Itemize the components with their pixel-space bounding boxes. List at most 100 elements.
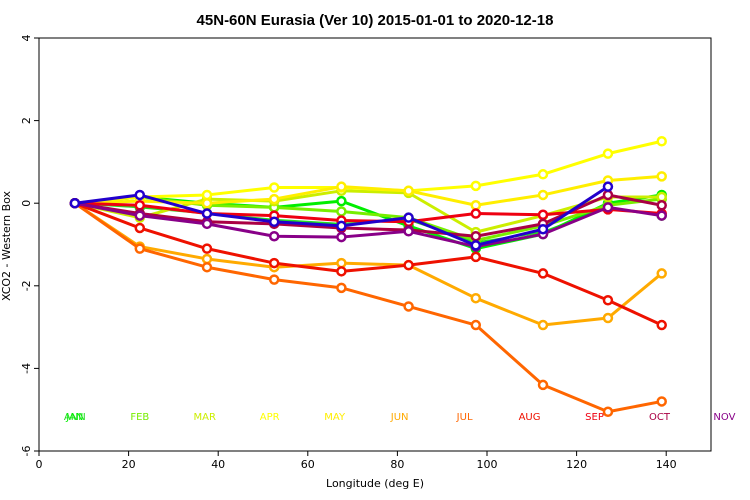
x-tick-label: 20: [122, 458, 136, 471]
series-line: [74, 201, 662, 249]
x-tick-label: 40: [211, 458, 225, 471]
data-point: [336, 181, 347, 192]
month-label-jul: JUL: [456, 412, 473, 423]
month-label-mar: MAR: [194, 412, 216, 423]
data-point: [537, 223, 549, 235]
data-point: [134, 200, 146, 211]
month-label-apr: APR: [260, 412, 280, 423]
month-label-aug: AUG: [519, 412, 541, 423]
series-jul: [69, 197, 667, 418]
data-point: [336, 266, 347, 277]
month-label-ann: ANN: [64, 412, 86, 423]
data-point: [201, 253, 213, 265]
data-point: [470, 208, 482, 219]
data-point: [336, 282, 347, 294]
data-point: [336, 195, 347, 207]
series-group: [69, 136, 667, 418]
data-point: [602, 181, 614, 192]
data-point: [403, 259, 414, 271]
data-point: [268, 230, 280, 242]
series-apr: [69, 136, 667, 209]
data-point: [656, 171, 667, 182]
data-point: [201, 189, 213, 201]
month-label-jan: JAN: [65, 412, 83, 423]
data-point: [602, 202, 614, 213]
data-point: [268, 182, 280, 193]
data-point: [336, 231, 347, 243]
plot-area: [38, 37, 712, 452]
data-point: [268, 216, 280, 228]
data-point: [403, 212, 414, 223]
series-line: [74, 174, 662, 207]
month-label-oct: OCT: [649, 412, 671, 423]
data-point: [470, 200, 482, 211]
y-tick-label: -2: [20, 280, 33, 291]
data-point: [470, 180, 482, 192]
data-point: [201, 218, 213, 230]
x-tick-label: 100: [477, 458, 498, 471]
series-line: [74, 139, 663, 205]
month-label-feb: FEB: [130, 412, 149, 423]
series-line: [73, 201, 663, 414]
month-label-may: MAY: [324, 412, 346, 423]
data-point: [336, 206, 347, 217]
data-point: [656, 191, 667, 203]
data-point: [470, 240, 482, 251]
data-point: [134, 243, 146, 254]
data-point: [537, 268, 549, 279]
data-point: [602, 406, 614, 418]
data-point: [201, 197, 213, 209]
data-point: [537, 189, 549, 201]
month-label-sep: SEP: [585, 412, 604, 423]
month-labels: ANNJANFEBMARAPRMAYJUNJULAUGSEPOCTNOVDEC: [64, 412, 736, 423]
data-point: [134, 189, 146, 201]
data-point: [69, 197, 81, 209]
x-tick-label: 0: [36, 458, 43, 471]
x-tick-label: 80: [390, 458, 404, 471]
x-tick-label: 140: [656, 458, 677, 471]
data-point: [201, 208, 213, 219]
data-point: [470, 292, 482, 304]
month-label-nov: NOV: [713, 412, 735, 423]
data-point: [537, 319, 549, 331]
data-point: [470, 319, 482, 331]
data-point: [537, 169, 549, 180]
series-line: [74, 201, 663, 327]
data-point: [201, 243, 213, 254]
data-point: [134, 210, 146, 221]
y-tick-label: -6: [20, 446, 33, 457]
data-point: [336, 257, 347, 269]
data-point: [336, 220, 347, 232]
data-point: [403, 185, 414, 197]
data-point: [537, 379, 549, 391]
data-point: [656, 200, 667, 211]
data-point: [537, 209, 549, 221]
data-point: [602, 189, 614, 201]
data-point: [268, 257, 280, 269]
data-point: [268, 193, 280, 205]
axis-ticks: 0 20 40 60 80 100 120 140 -6 -4 -2 0 2 4: [20, 35, 677, 472]
y-tick-label: 4: [20, 35, 33, 42]
data-point: [656, 210, 667, 221]
data-point: [470, 251, 482, 263]
data-point: [201, 261, 213, 273]
data-point: [602, 295, 614, 306]
month-label-jun: JUN: [390, 412, 409, 423]
data-point: [656, 136, 667, 147]
data-point: [656, 319, 667, 331]
x-tick-label: 120: [566, 458, 587, 471]
series-dec: [69, 181, 614, 251]
data-point: [134, 222, 146, 234]
data-point: [656, 396, 667, 407]
data-point: [470, 230, 482, 242]
data-point: [602, 148, 614, 159]
y-tick-label: 2: [20, 117, 33, 124]
x-tick-label: 60: [301, 458, 315, 471]
data-point: [656, 268, 667, 279]
y-axis-label: XCO2 - Western Box: [0, 190, 13, 301]
y-tick-label: 0: [20, 200, 33, 207]
data-point: [602, 312, 614, 324]
y-tick-label: -4: [20, 363, 33, 374]
x-axis-label: Longitude (deg E): [326, 477, 424, 490]
